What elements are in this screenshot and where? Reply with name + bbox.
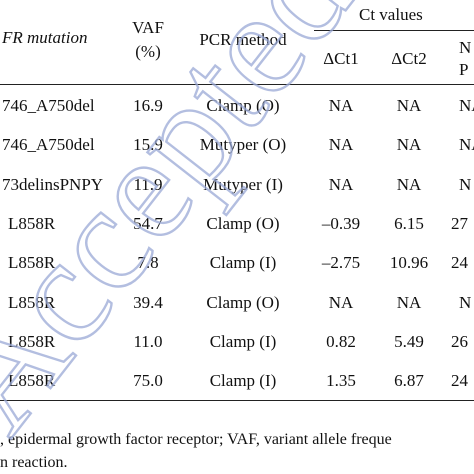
table-bottom-rule — [0, 400, 474, 402]
header-mutation-text: FR mutation — [2, 28, 88, 47]
cell-col6: NA — [459, 96, 474, 115]
cell-col6: N — [459, 175, 472, 194]
cell-vaf: 39.4 — [133, 293, 163, 312]
cell-col6: 26 — [451, 332, 468, 351]
cell-pcr-method: Clamp (O) — [206, 214, 280, 233]
header-delta-ct1: ΔCt1 — [323, 49, 359, 68]
header-pcr-method: PCR method — [199, 30, 287, 49]
cell-mutation: L858R — [8, 293, 56, 312]
cell-pcr-method: Clamp (O) — [206, 96, 280, 115]
cell-delta-ct1: NA — [328, 175, 354, 194]
cell-delta-ct2: NA — [396, 175, 422, 194]
cell-mutation: L858R — [8, 253, 56, 272]
cell-delta-ct1: NA — [328, 293, 354, 312]
cell-delta-ct1: –0.39 — [321, 214, 361, 233]
cell-col6: N — [459, 293, 472, 312]
cell-delta-ct1: 1.35 — [326, 371, 356, 390]
cell-delta-ct1: –2.75 — [321, 253, 361, 272]
cell-vaf: 16.9 — [133, 96, 163, 115]
header-vaf-line1: VAF — [132, 18, 164, 37]
cell-mutation: 73delinsPNPY — [2, 175, 104, 194]
cell-delta-ct1: NA — [328, 135, 354, 154]
cell-col6: NA — [459, 135, 474, 154]
cell-delta-ct2: NA — [396, 96, 422, 115]
cell-delta-ct2: 6.15 — [394, 214, 424, 233]
cell-pcr-method: Mutyper (O) — [199, 135, 287, 154]
header-delta-ct2: ΔCt2 — [391, 49, 427, 68]
header-col6-line2: P — [459, 60, 469, 79]
ct-group-rule — [314, 30, 474, 32]
cell-pcr-method: Clamp (I) — [209, 371, 277, 390]
cell-delta-ct2: 10.96 — [389, 253, 429, 272]
cell-pcr-method: Clamp (I) — [209, 332, 277, 351]
header-ct-values: Ct values — [359, 5, 423, 24]
cell-mutation: 746_A750del — [2, 135, 95, 154]
cell-delta-ct1: NA — [328, 96, 354, 115]
header-vaf-line2: (%) — [135, 42, 161, 61]
cell-delta-ct2: 5.49 — [394, 332, 424, 351]
cell-pcr-method: Mutyper (I) — [203, 175, 283, 194]
cell-mutation: L858R — [8, 371, 56, 390]
cell-vaf: 15.9 — [133, 135, 163, 154]
cell-delta-ct2: 6.87 — [394, 371, 424, 390]
cell-delta-ct1: 0.82 — [326, 332, 356, 351]
cell-col6: 24 — [451, 371, 468, 390]
cell-pcr-method: Clamp (O) — [206, 293, 280, 312]
header-mutation: FR mutation — [2, 28, 87, 48]
header-bottom-rule — [0, 84, 474, 86]
cell-vaf: 11.0 — [133, 332, 163, 351]
cell-col6: 27 — [451, 214, 468, 233]
cell-vaf: 7.8 — [137, 253, 159, 272]
header-col6-line1: N — [459, 38, 472, 57]
cell-col6: 24 — [451, 253, 468, 272]
cell-pcr-method: Clamp (I) — [209, 253, 277, 272]
cell-delta-ct2: NA — [396, 293, 422, 312]
footnote-line1: , epidermal growth factor receptor; VAF,… — [0, 431, 392, 448]
cell-delta-ct2: NA — [396, 135, 422, 154]
cell-mutation: L858R — [8, 214, 56, 233]
cell-vaf: 11.9 — [133, 175, 163, 194]
cell-vaf: 54.7 — [133, 214, 163, 233]
cell-mutation: L858R — [8, 332, 56, 351]
cell-mutation: 746_A750del — [2, 96, 95, 115]
footnote-line2: n reaction. — [0, 454, 68, 471]
cell-vaf: 75.0 — [133, 371, 163, 390]
